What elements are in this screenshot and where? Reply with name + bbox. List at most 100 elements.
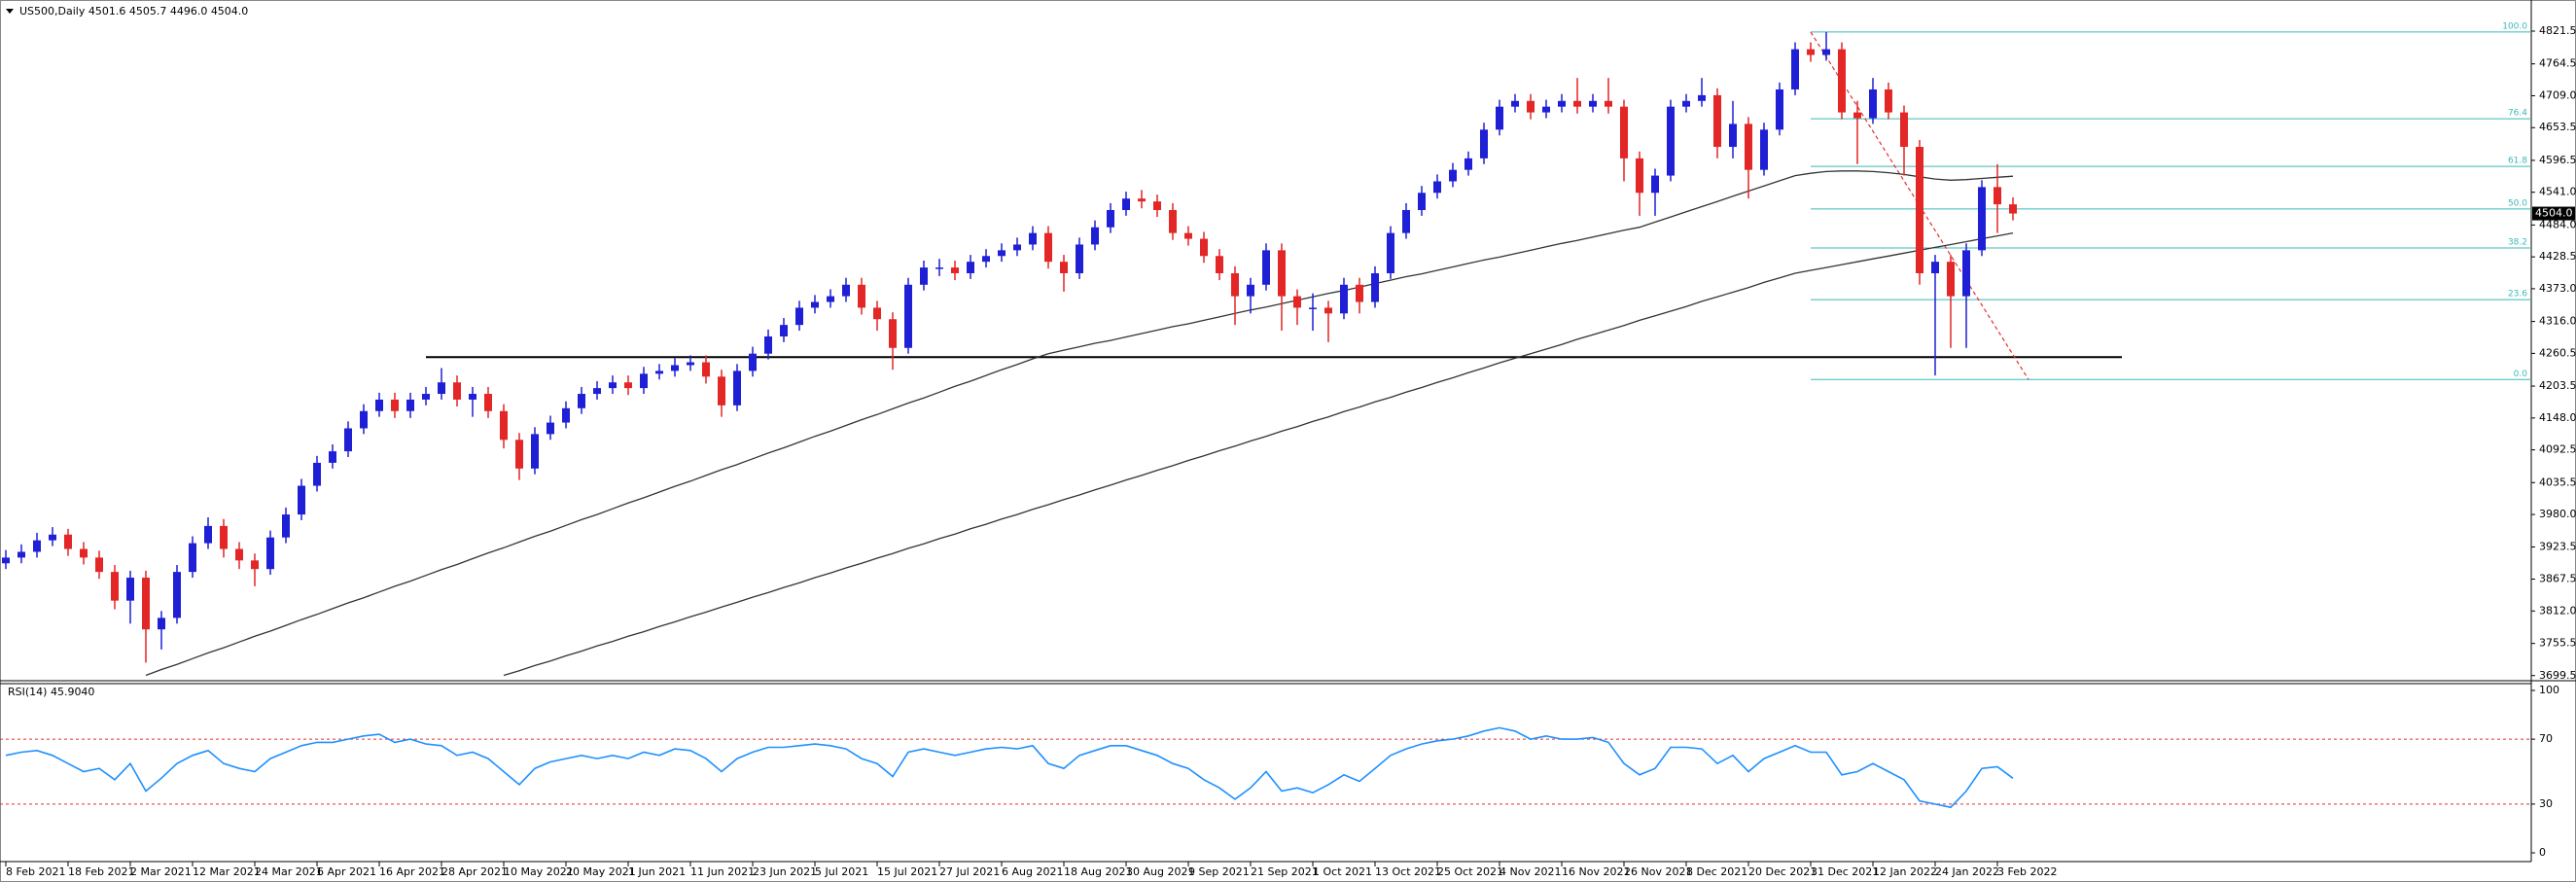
x-tick-label: 2 Mar 2021	[130, 865, 192, 878]
menu-icon[interactable]	[6, 9, 14, 14]
candle-body	[1200, 238, 1208, 257]
candle-body	[687, 362, 694, 366]
candle-body	[1449, 169, 1457, 182]
candle-body	[718, 376, 725, 406]
x-tick-label: 8 Dec 2021	[1686, 865, 1747, 878]
candle-body	[1060, 262, 1068, 273]
candle-body	[920, 267, 928, 285]
fib-label: 38.2	[2508, 237, 2527, 247]
candle-body	[982, 256, 990, 263]
candle-body	[111, 572, 119, 601]
candle-body	[453, 382, 461, 400]
candle-body	[998, 250, 1006, 257]
candle-body	[1480, 129, 1488, 159]
candle-body	[235, 548, 243, 561]
candle-body	[313, 462, 321, 486]
candle-body	[1356, 284, 1363, 302]
candle-body	[1760, 129, 1768, 170]
candle-body	[1293, 296, 1301, 308]
x-tick-label: 3 Feb 2022	[1997, 865, 2057, 878]
fib-label: 100.0	[2502, 21, 2527, 31]
candle-body	[80, 548, 88, 558]
chart-title: US500,Daily 4501.6 4505.7 4496.0 4504.0	[19, 5, 248, 18]
candle-body	[1169, 210, 1177, 233]
candle-body	[1589, 100, 1597, 107]
candle-body	[1838, 49, 1846, 113]
candle-body	[1558, 100, 1566, 107]
candle-body	[251, 560, 259, 570]
candle-body	[64, 534, 72, 549]
x-tick-label: 26 Nov 2021	[1624, 865, 1692, 878]
candle-body	[2, 557, 10, 564]
candle-body	[298, 485, 305, 515]
candle-body	[1573, 100, 1581, 107]
candle-body	[360, 410, 368, 429]
candle-body	[1651, 175, 1659, 194]
candle-body	[858, 284, 865, 308]
candle-body	[889, 319, 897, 348]
candle-body	[547, 422, 554, 435]
candle-body	[640, 373, 648, 389]
candle-body	[1184, 232, 1192, 239]
candle-body	[1698, 94, 1706, 101]
x-tick-label: 31 Dec 2021	[1811, 865, 1879, 878]
rsi-line	[5, 726, 2014, 809]
candle-body	[1122, 198, 1130, 211]
y-tick-label: 4203.5	[2539, 379, 2576, 392]
y-tick-label: 4709.0	[2539, 88, 2576, 101]
candle-body	[1667, 106, 1675, 176]
candle-body	[1107, 210, 1114, 228]
candle-body	[1962, 250, 1970, 297]
candle-body	[515, 440, 523, 469]
candle-body	[904, 284, 912, 348]
x-tick-label: 8 Feb 2021	[6, 865, 65, 878]
candle-body	[671, 365, 679, 371]
y-tick-label: 4764.5	[2539, 57, 2576, 70]
x-tick-label: 25 Oct 2021	[1437, 865, 1503, 878]
candle-body	[655, 370, 663, 374]
candle-body	[1776, 88, 1783, 130]
last-price: 4504.0	[2532, 206, 2575, 221]
candle-body	[1900, 112, 1908, 148]
candle-body	[1869, 88, 1877, 119]
y-tick-label: 4092.5	[2539, 443, 2576, 456]
last-price-label: 4504.0	[2535, 207, 2573, 220]
fib-label: 0.0	[2514, 370, 2528, 379]
candle-body	[1527, 100, 1535, 113]
candle-body	[702, 362, 710, 377]
candle-body	[1309, 307, 1317, 309]
candle-body	[406, 399, 414, 411]
candle-body	[220, 525, 228, 549]
candle-body	[842, 284, 850, 297]
candle-body	[33, 540, 41, 552]
candle-body	[282, 514, 290, 538]
x-tick-label: 5 Jul 2021	[815, 865, 868, 878]
candle-body	[951, 267, 959, 273]
candle-body	[1091, 227, 1099, 245]
candle-body	[469, 394, 476, 400]
x-tick-label: 6 Aug 2021	[1002, 865, 1063, 878]
fib-label: 61.8	[2508, 157, 2527, 166]
x-tick-label: 10 May 2021	[504, 865, 574, 878]
candle-body	[1916, 147, 1923, 273]
candle-body	[1511, 100, 1519, 107]
candle-body	[1402, 210, 1410, 233]
x-tick-label: 20 Dec 2021	[1748, 865, 1817, 878]
fib-label: 23.6	[2508, 290, 2527, 300]
x-tick-label: 18 Feb 2021	[68, 865, 134, 878]
candle-body	[438, 382, 445, 395]
candle-body	[935, 267, 943, 269]
candle-body	[1496, 106, 1503, 130]
candle-body	[531, 434, 539, 469]
y-tick-label: 100	[2539, 684, 2559, 696]
candle-body	[1620, 106, 1628, 159]
candle-body	[1013, 244, 1021, 251]
candle-body	[780, 325, 788, 336]
x-tick-label: 23 Jun 2021	[753, 865, 817, 878]
candle-body	[1029, 232, 1037, 245]
candle-body	[1278, 250, 1286, 297]
y-tick-label: 70	[2539, 732, 2553, 745]
candle-body	[266, 537, 274, 570]
